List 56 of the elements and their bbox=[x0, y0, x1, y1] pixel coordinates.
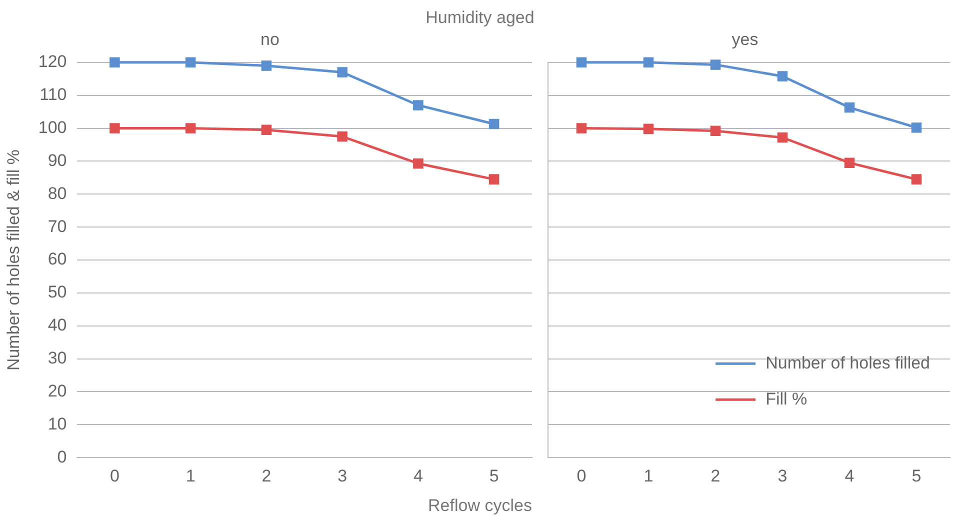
x-tick-label: 1 bbox=[186, 466, 196, 486]
y-tick-label: 100 bbox=[38, 118, 67, 137]
y-tick-label: 20 bbox=[48, 381, 67, 400]
x-tick-label: 1 bbox=[644, 466, 654, 486]
x-tick-label: 3 bbox=[338, 466, 348, 486]
point bbox=[110, 123, 120, 134]
legend-label: Number of holes filled bbox=[766, 353, 930, 372]
x-tick-label: 3 bbox=[778, 466, 788, 486]
point bbox=[911, 174, 922, 184]
y-tick-label: 120 bbox=[38, 52, 67, 72]
point bbox=[710, 60, 721, 70]
point bbox=[110, 57, 120, 68]
point bbox=[413, 158, 424, 169]
point bbox=[643, 57, 654, 68]
y-tick-label: 50 bbox=[48, 282, 67, 302]
chart-title: Humidity aged bbox=[424, 8, 536, 28]
point bbox=[576, 123, 587, 134]
y-tick-label: 70 bbox=[48, 216, 67, 236]
x-tick-label: 0 bbox=[576, 466, 586, 486]
legend-label: Fill % bbox=[766, 389, 808, 408]
point bbox=[844, 102, 855, 113]
point bbox=[337, 131, 348, 142]
x-tick-label: 4 bbox=[413, 466, 423, 486]
point bbox=[710, 126, 721, 136]
point bbox=[488, 118, 500, 130]
y-tick-label: 0 bbox=[57, 447, 67, 466]
point bbox=[413, 100, 424, 110]
point bbox=[261, 124, 272, 136]
point bbox=[185, 123, 196, 134]
x-tick-label: 0 bbox=[110, 466, 120, 486]
x-tick-label: 2 bbox=[710, 466, 720, 486]
point bbox=[261, 60, 272, 71]
y-tick-label: 60 bbox=[48, 250, 67, 269]
y-tick-label: 90 bbox=[48, 150, 67, 170]
point bbox=[185, 57, 196, 68]
x-tick-label: 5 bbox=[912, 466, 922, 486]
y-tick-label: 80 bbox=[48, 184, 67, 203]
x-tick-label: 4 bbox=[844, 466, 854, 486]
chart-subtitle: yes bbox=[732, 30, 758, 49]
y-tick-label: 110 bbox=[40, 85, 67, 104]
point bbox=[777, 132, 788, 143]
point bbox=[643, 124, 654, 134]
y-tick-label: 40 bbox=[48, 316, 67, 335]
y-axis-title: Number of holes filled & fill % bbox=[4, 149, 23, 371]
x-tick-label: 5 bbox=[489, 466, 499, 486]
point bbox=[337, 67, 348, 78]
point bbox=[777, 71, 788, 82]
point bbox=[488, 174, 500, 184]
point bbox=[844, 158, 855, 168]
x-axis-title: Reflow cycles bbox=[427, 496, 533, 516]
point bbox=[576, 57, 587, 68]
chart-subtitle: no bbox=[260, 30, 280, 49]
point bbox=[911, 122, 922, 133]
y-tick-label: 30 bbox=[48, 348, 67, 368]
y-tick-label: 10 bbox=[48, 414, 67, 434]
x-tick-label: 2 bbox=[262, 466, 272, 486]
